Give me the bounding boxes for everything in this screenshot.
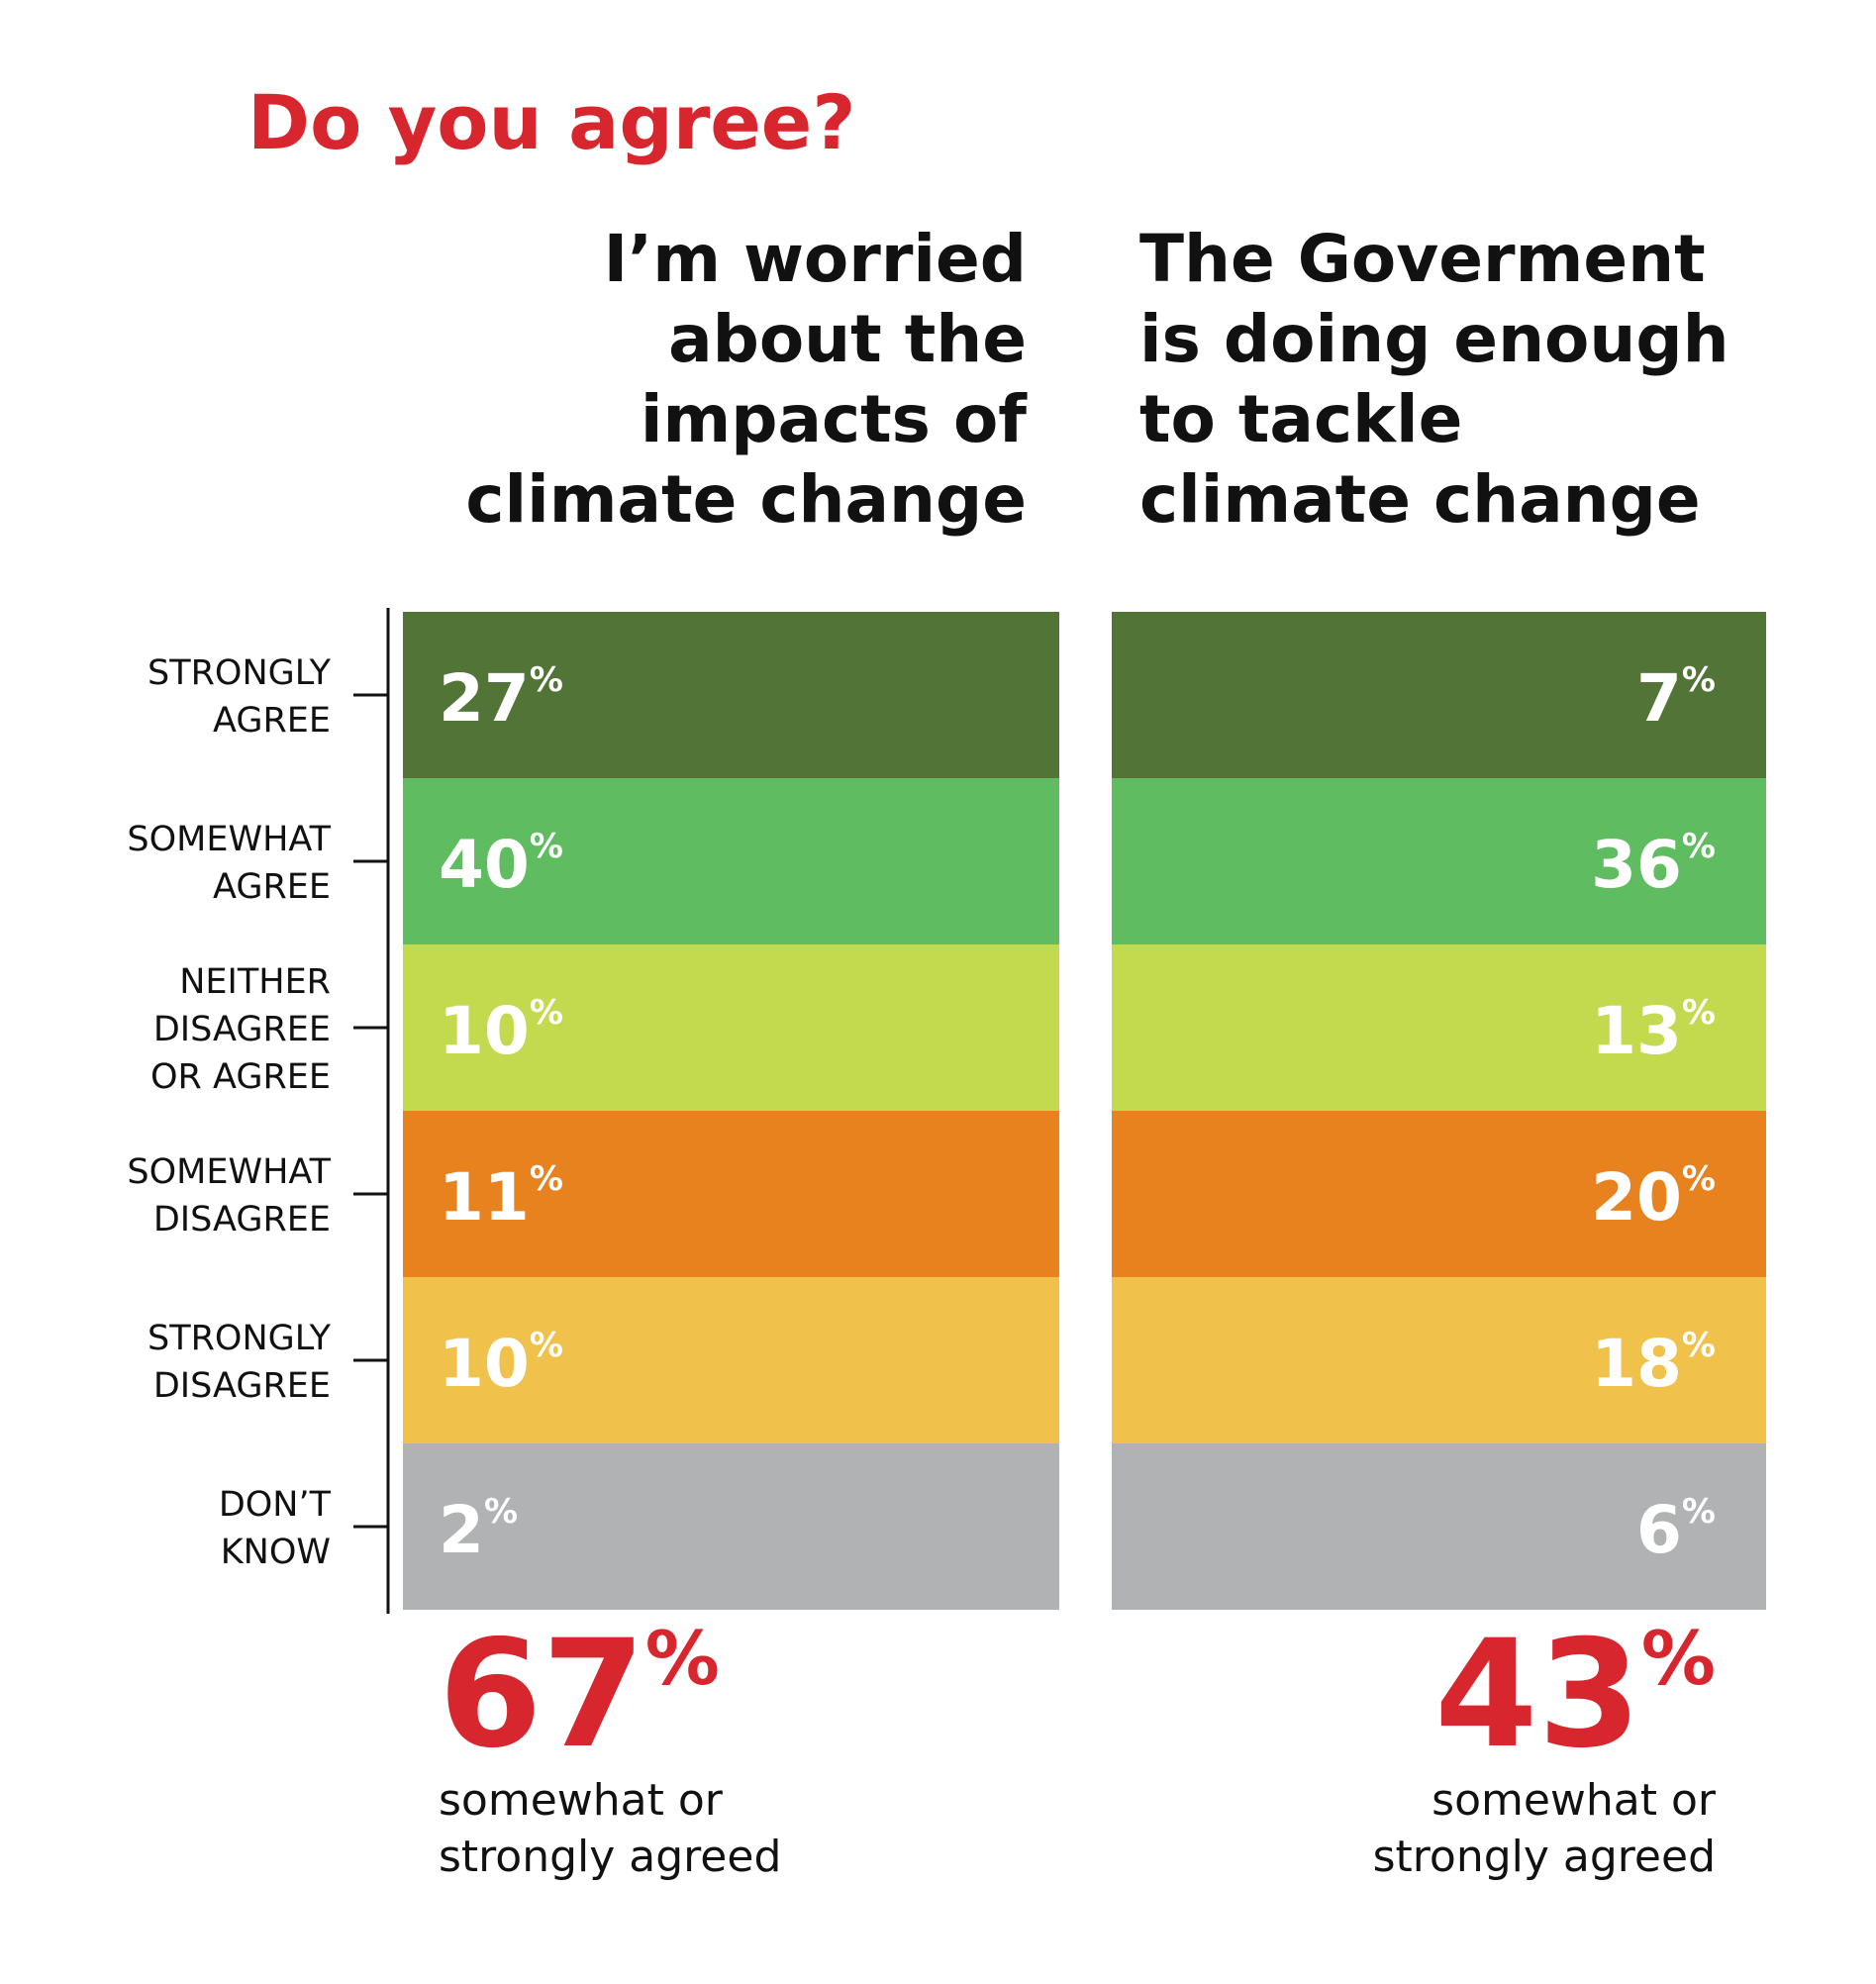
cell-value: 6% [1636, 1492, 1716, 1568]
cell [403, 612, 1059, 778]
cell [403, 944, 1059, 1111]
summary-text: strongly agreed [1373, 1832, 1716, 1882]
value-number: 13 [1591, 993, 1682, 1069]
cell [1112, 944, 1766, 1111]
row-label: DISAGREE [153, 1366, 331, 1406]
cell [1112, 1111, 1766, 1277]
summary-number: 43 [1434, 1609, 1641, 1781]
value-number: 11 [439, 1159, 530, 1236]
row-label: NEITHER [179, 962, 331, 1002]
summary-number: 67 [439, 1609, 645, 1781]
cell [1112, 1443, 1766, 1610]
row-label: STRONGLY [148, 653, 332, 693]
value-unit: % [530, 827, 563, 866]
row-label: SOMEWHAT [127, 1152, 331, 1192]
cell [403, 1277, 1059, 1443]
column-heading: The Goverment [1139, 221, 1706, 297]
value-number: 20 [1591, 1159, 1682, 1236]
summary-unit: % [1641, 1615, 1716, 1702]
summary-text: somewhat or [439, 1775, 724, 1826]
value-unit: % [1682, 660, 1716, 700]
row-label: STRONGLY [148, 1319, 332, 1358]
value-unit: % [530, 1159, 563, 1199]
summary-unit: % [645, 1615, 720, 1702]
value-number: 27 [439, 660, 530, 737]
value-unit: % [1682, 993, 1716, 1033]
cell-value: 10% [439, 1326, 563, 1402]
cell [1112, 778, 1766, 944]
value-unit: % [1682, 827, 1716, 866]
value-number: 40 [439, 827, 530, 903]
cell-value: 10% [439, 993, 563, 1069]
cell-value: 7% [1636, 660, 1716, 737]
value-unit: % [530, 660, 563, 700]
cell-value: 20% [1591, 1159, 1716, 1236]
value-unit: % [1682, 1159, 1716, 1199]
title: Do you agree? [247, 78, 855, 166]
column-heading: is doing enough [1139, 301, 1729, 377]
row-label: OR AGREE [150, 1057, 331, 1097]
value-number: 10 [439, 1326, 530, 1402]
row-label: DON’T [219, 1485, 332, 1525]
cell-value: 13% [1591, 993, 1716, 1069]
row-label: KNOW [221, 1533, 331, 1572]
value-unit: % [530, 1326, 563, 1365]
value-number: 7 [1636, 660, 1682, 737]
cell [403, 778, 1059, 944]
cell [1112, 612, 1766, 778]
column-heading: impacts of [641, 381, 1028, 457]
cell-value: 18% [1591, 1326, 1716, 1402]
value-number: 2 [439, 1492, 484, 1568]
value-unit: % [530, 993, 563, 1033]
cell-value: 27% [439, 660, 563, 737]
column-heading: about the [668, 301, 1027, 377]
column-heading: climate change [1139, 461, 1701, 538]
row-label: DISAGREE [153, 1010, 331, 1049]
cell [403, 1443, 1059, 1610]
row-label: SOMEWHAT [127, 820, 331, 859]
summary-value: 43% [1434, 1609, 1716, 1781]
summary-text: strongly agreed [439, 1832, 781, 1882]
row-label: AGREE [213, 701, 331, 741]
summary-value: 67% [439, 1609, 720, 1781]
value-number: 36 [1591, 827, 1682, 903]
value-unit: % [1682, 1492, 1716, 1532]
summary-text: somewhat or [1432, 1775, 1717, 1826]
column-heading: I’m worried [604, 221, 1027, 297]
cell [403, 1111, 1059, 1277]
cell [1112, 1277, 1766, 1443]
value-number: 6 [1636, 1492, 1682, 1568]
cell-value: 40% [439, 827, 563, 903]
cell-value: 36% [1591, 827, 1716, 903]
value-unit: % [1682, 1326, 1716, 1365]
cell-value: 2% [439, 1492, 518, 1568]
value-number: 18 [1591, 1326, 1682, 1402]
column-heading: climate change [465, 461, 1027, 538]
value-unit: % [484, 1492, 518, 1532]
value-number: 10 [439, 993, 530, 1069]
cell-value: 11% [439, 1159, 563, 1236]
row-label: AGREE [213, 867, 331, 907]
column-heading: to tackle [1139, 381, 1462, 457]
row-label: DISAGREE [153, 1200, 331, 1240]
